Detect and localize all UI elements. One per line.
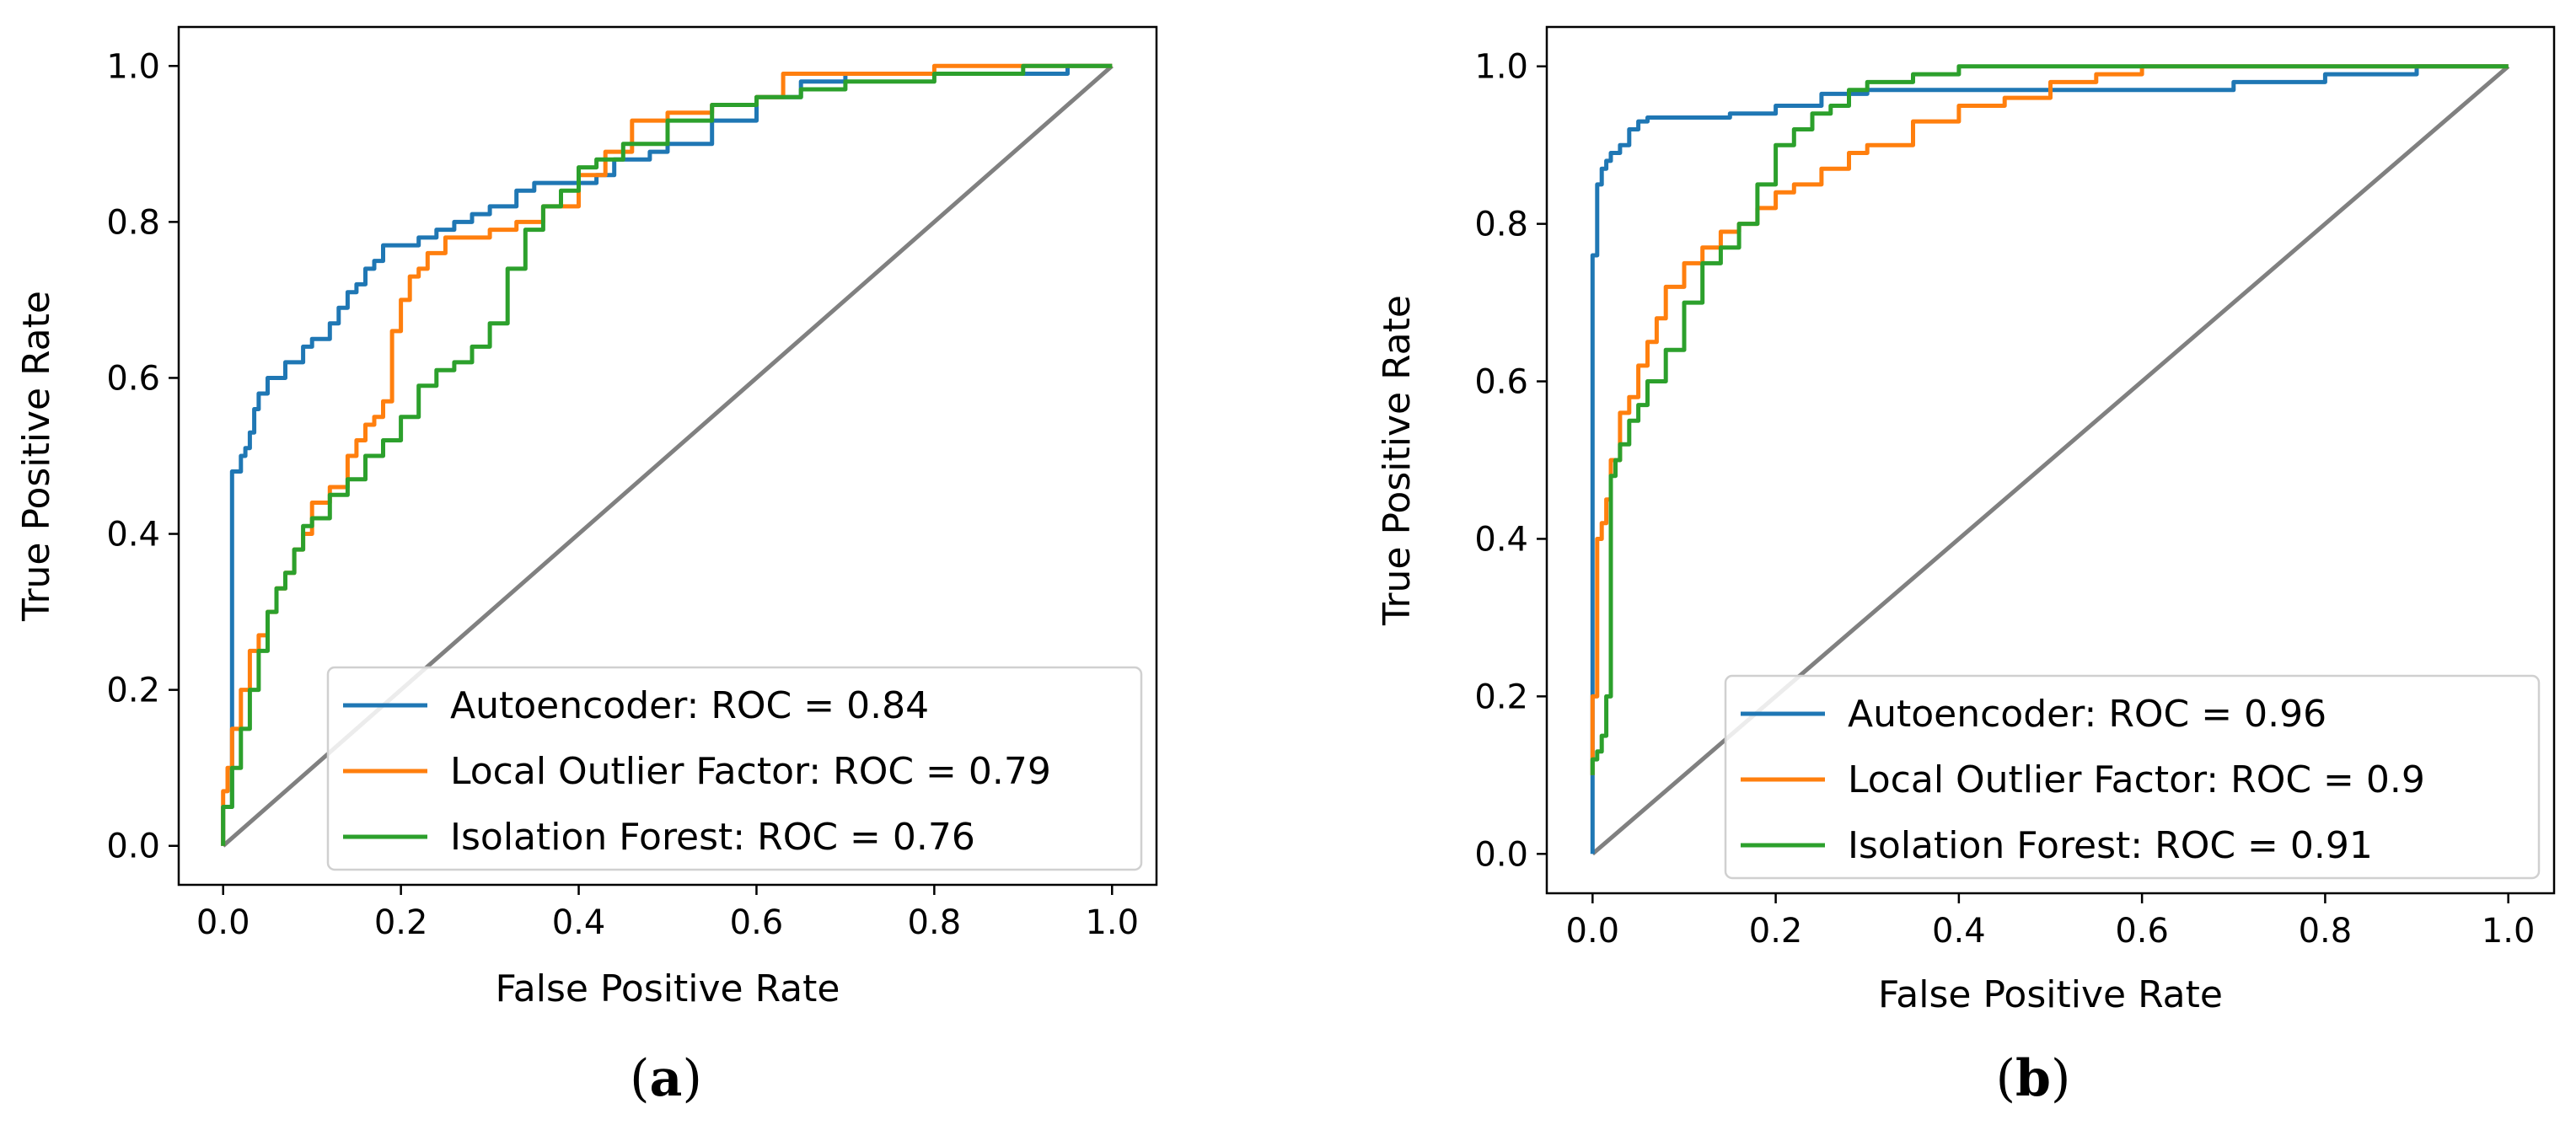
legend-box: [1724, 674, 2541, 880]
x-tick-label: 0.2: [1749, 912, 1803, 951]
y-tick-label: 0.2: [106, 672, 160, 710]
y-tick-label: 1.0: [106, 47, 160, 86]
y-tick-label: 1.0: [1474, 48, 1528, 87]
x-axis-label: False Positive Rate: [496, 967, 840, 1010]
series-line-2: [1590, 64, 2509, 775]
legend-entry-label: Autoencoder: ROC = 0.84: [450, 684, 929, 727]
panel-caption: (b): [1996, 1049, 2071, 1108]
x-tick-label: 1.0: [1085, 903, 1139, 942]
y-axis-label: True Positive Rate: [1376, 295, 1419, 626]
series-line-1: [1590, 64, 2509, 775]
x-tick-label: 1.0: [2482, 912, 2536, 951]
y-tick-label: 0.8: [106, 203, 160, 242]
y-tick-label: 0.6: [106, 359, 160, 398]
legend-entry-label: Isolation Forest: ROC = 0.91: [1848, 824, 2373, 867]
x-tick-label: 0.6: [2115, 912, 2169, 951]
x-tick-label: 0.8: [908, 903, 962, 942]
x-tick-label: 0.8: [2299, 912, 2353, 951]
x-axis-label: False Positive Rate: [1878, 973, 2223, 1016]
y-tick-label: 0.4: [106, 516, 160, 554]
caption-close-paren: ): [2051, 1049, 2070, 1108]
panel-label: a: [650, 1049, 683, 1108]
caption-close-paren: ): [682, 1049, 701, 1108]
x-tick-label: 0.0: [196, 903, 250, 942]
roc-panel-b: 0.0 0.2 0.4 0.6 0.8 1.0 0.0 0.2 0.4 0.6 0.8 1.0 Fals…: [1376, 25, 2556, 1108]
x-tick-label: 0.4: [1932, 912, 1986, 951]
legend-entry-label: Isolation Forest: ROC = 0.76: [450, 816, 975, 859]
y-tick-label: 0.0: [1474, 835, 1528, 874]
y-tick-label: 0.6: [1474, 363, 1528, 402]
x-tick-label: 0.6: [730, 903, 784, 942]
caption-open-paren: (: [630, 1049, 649, 1108]
x-tick-label: 0.0: [1566, 912, 1620, 951]
series-line-0: [1590, 64, 2509, 854]
y-axis-label: True Positive Rate: [15, 291, 58, 622]
legend-entry-label: Local Outlier Factor: ROC = 0.9: [1848, 758, 2425, 801]
axes-frame: [177, 25, 1158, 887]
y-tick-label: 0.4: [1474, 520, 1528, 559]
panel-caption: (a): [630, 1049, 702, 1108]
series-line-2: [221, 63, 1113, 846]
y-tick-label: 0.2: [1474, 678, 1528, 716]
legend-entry-label: Local Outlier Factor: ROC = 0.79: [450, 750, 1051, 793]
series-line-0: [221, 63, 1113, 846]
x-tick-label: 0.2: [374, 903, 428, 942]
roc-panel-a: 0.0 0.2 0.4 0.6 0.8 1.0 0.0 0.2 0.4 0.6 0.8 1.0 Fals…: [15, 25, 1158, 1108]
legend-entry-label: Autoencoder: ROC = 0.96: [1848, 693, 2326, 736]
axes-frame: [1545, 25, 2556, 895]
panel-label: b: [2015, 1049, 2051, 1108]
y-tick-label: 0.8: [1474, 206, 1528, 244]
y-tick-label: 0.0: [106, 828, 160, 866]
x-tick-label: 0.4: [552, 903, 606, 942]
caption-open-paren: (: [1996, 1049, 2015, 1108]
legend-box: [326, 666, 1143, 871]
